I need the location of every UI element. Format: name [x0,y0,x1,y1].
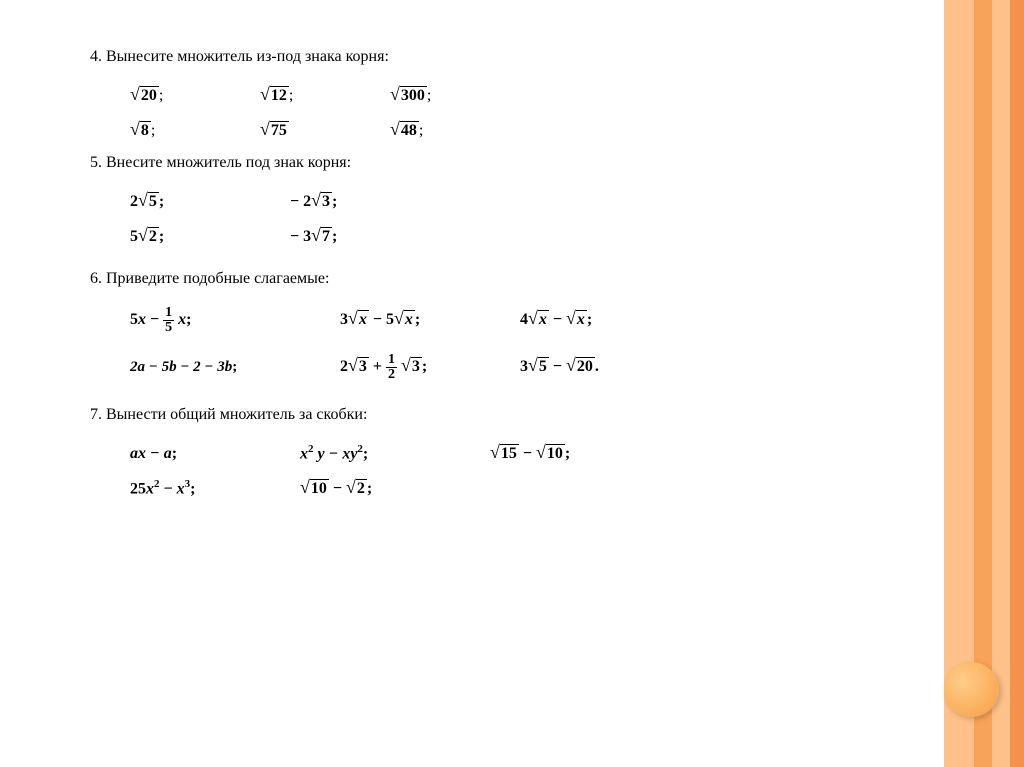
section-7-title: 7. Вынести общий множитель за скобки: [90,406,910,424]
main-content: 4. Вынесите множитель из-под знака корня… [90,38,910,512]
expr: − 3√7; [290,225,450,246]
decorative-stripe-2 [974,0,992,767]
expr: ax − a; [130,445,300,463]
expr: − 2√3; [290,190,450,211]
expr: 2√5; [130,190,290,211]
math-row: ax − a; x2 y − xy2; √15 − √10; [90,442,910,463]
expr: √10 − √2; [300,477,490,498]
section-5-title: 5. Внесите множитель под знак корня: [90,154,910,172]
decorative-circle [944,662,999,717]
math-row: 5x − 15 x; 3√x − 5√x; 4√x − √x; [90,306,910,335]
expr: 5x − 15 x; [130,306,340,335]
math-row: √20; √12; √300; [90,84,910,105]
expr: √20; [130,84,260,105]
expr: x2 y − xy2; [300,443,490,463]
expr: 3√x − 5√x; [340,308,520,329]
expr: 25x2 − x3; [130,478,300,498]
expr: 4√x − √x; [520,308,700,329]
math-row: 2√5; − 2√3; [90,190,910,211]
math-row: √8; √75 √48; [90,119,910,140]
math-row: 2a − 5b − 2 − 3b; 2√3 + 12 √3; 3√5 − √20… [90,353,910,382]
math-row: 5√2; − 3√7; [90,225,910,246]
decorative-stripe-3 [992,0,1010,767]
section-4-title: 4. Вынесите множитель из-под знака корня… [90,48,910,66]
expr: 2√3 + 12 √3; [340,353,520,382]
math-row: 25x2 − x3; √10 − √2; [90,477,910,498]
decorative-stripe-1 [944,0,974,767]
expr: √75 [260,119,390,140]
decorative-stripe-4 [1010,0,1024,767]
expr: √12; [260,84,390,105]
expr: √300; [390,84,520,105]
expr: √15 − √10; [490,442,630,463]
section-6-title: 6. Приведите подобные слагаемые: [90,270,910,288]
expr: √8; [130,119,260,140]
expr: 5√2; [130,225,290,246]
expr: √48; [390,119,520,140]
expr: 3√5 − √20. [520,355,700,376]
expr: 2a − 5b − 2 − 3b; [130,359,340,376]
